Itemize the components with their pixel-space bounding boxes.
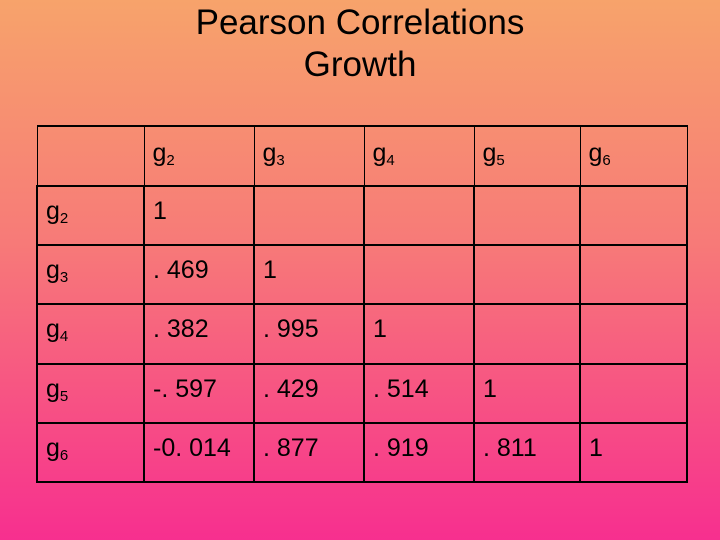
table-cell — [363, 185, 475, 247]
title-line-1: Pearson Correlations — [195, 3, 525, 42]
table-cell — [473, 185, 581, 247]
table-cell: -. 597 — [143, 362, 255, 424]
column-header: g2 — [143, 124, 255, 188]
table-cell: . 469 — [143, 244, 255, 306]
column-header: g6 — [579, 124, 688, 188]
header-row: g2 g3 g4 g5 g6 — [36, 124, 688, 188]
table-row: g5 -. 597 . 429 . 514 1 — [36, 362, 688, 424]
table-cell: . 811 — [473, 421, 581, 484]
row-header: g4 — [36, 303, 145, 365]
table-cell: 1 — [143, 185, 255, 247]
table-cell: . 382 — [143, 303, 255, 365]
column-header: g5 — [473, 124, 581, 188]
column-header: g4 — [363, 124, 475, 188]
column-header: g3 — [253, 124, 365, 188]
table-cell: 1 — [253, 244, 365, 306]
row-header: g5 — [36, 362, 145, 424]
slide-title: Pearson Correlations Growth — [0, 2, 720, 86]
table-row: g3 . 469 1 — [36, 244, 688, 306]
table-cell: . 514 — [363, 362, 475, 424]
table-cell — [579, 303, 688, 365]
table-cell: -0. 014 — [143, 421, 255, 484]
table-cell — [579, 185, 688, 247]
table-cell: . 877 — [253, 421, 365, 484]
table-cell: 1 — [473, 362, 581, 424]
table-cell: 1 — [363, 303, 475, 365]
table-cell: 1 — [579, 421, 688, 484]
table-cell — [253, 185, 365, 247]
table-cell: . 429 — [253, 362, 365, 424]
table-cell: . 995 — [253, 303, 365, 365]
table-cell — [473, 244, 581, 306]
table-cell — [363, 244, 475, 306]
table-row: g2 1 — [36, 185, 688, 247]
table-row: g6 -0. 014 . 877 . 919 . 811 1 — [36, 421, 688, 484]
row-header: g3 — [36, 244, 145, 306]
table-cell: . 919 — [363, 421, 475, 484]
correlation-table: g2 g3 g4 g5 g6 g2 1 g3 . 469 1 g4 . 382 … — [36, 124, 688, 484]
table-row: g4 . 382 . 995 1 — [36, 303, 688, 365]
row-header: g2 — [36, 185, 145, 247]
table-cell — [579, 362, 688, 424]
row-header: g6 — [36, 421, 145, 484]
table-cell — [473, 303, 581, 365]
title-line-2: Growth — [303, 45, 417, 84]
table-cell — [579, 244, 688, 306]
corner-cell — [36, 124, 145, 188]
